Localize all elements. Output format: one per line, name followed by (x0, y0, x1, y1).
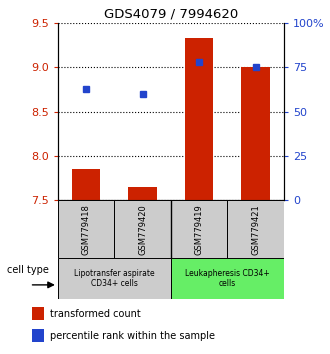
Text: percentile rank within the sample: percentile rank within the sample (50, 331, 215, 341)
Text: transformed count: transformed count (50, 309, 141, 319)
Text: Lipotransfer aspirate
CD34+ cells: Lipotransfer aspirate CD34+ cells (74, 269, 154, 289)
Text: GSM779419: GSM779419 (194, 204, 204, 255)
Bar (242, 67, 270, 200)
Text: Leukapheresis CD34+
cells: Leukapheresis CD34+ cells (185, 269, 270, 289)
Bar (32, 307, 44, 320)
Bar (58, 258, 171, 299)
Bar (171, 200, 227, 258)
Text: GSM779420: GSM779420 (138, 204, 147, 255)
Title: GDS4079 / 7994620: GDS4079 / 7994620 (104, 7, 238, 21)
Bar (128, 187, 157, 200)
Bar (58, 200, 114, 258)
Bar (171, 258, 284, 299)
Text: GSM779421: GSM779421 (251, 204, 260, 255)
Text: GSM779418: GSM779418 (82, 204, 90, 255)
Bar (72, 169, 100, 200)
Bar (185, 38, 213, 200)
Bar (114, 200, 171, 258)
Text: cell type: cell type (7, 264, 49, 274)
Bar (32, 329, 44, 343)
Bar (227, 200, 284, 258)
